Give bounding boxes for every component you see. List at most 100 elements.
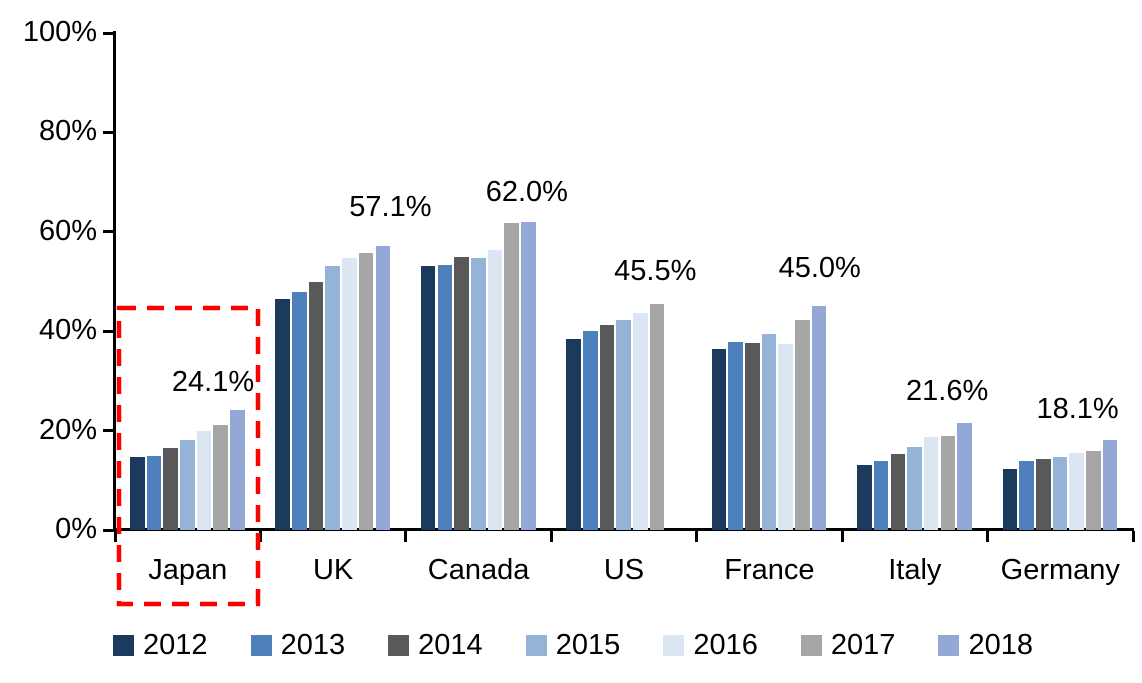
x-tick-mark: [986, 531, 990, 542]
legend-swatch-2014: [388, 634, 410, 656]
legend-item-2015: 2015: [525, 629, 621, 661]
bar-us-2016: [633, 313, 648, 530]
bar-uk-2016: [342, 257, 357, 530]
y-tick-label: 100%: [22, 16, 97, 48]
bar-france-2012: [711, 348, 727, 530]
bar-group-germany: [988, 440, 1133, 530]
legend-swatch-2015: [525, 634, 547, 656]
bar-france-2014: [745, 342, 760, 530]
bar-germany-2015: [1052, 457, 1068, 530]
category-label-france: France: [724, 554, 815, 586]
bar-group-canada: [406, 221, 551, 530]
legend-item-2017: 2017: [800, 629, 896, 661]
legend-label-2016: 2016: [693, 629, 758, 661]
bar-italy-2017: [940, 436, 956, 530]
bar-germany-2012: [1002, 468, 1018, 530]
bar-uk-2015: [325, 265, 341, 530]
bar-japan-2013: [146, 455, 162, 530]
bar-canada-2014: [454, 256, 469, 530]
legend-item-2013: 2013: [250, 630, 345, 660]
data-label-canada: 62.0%: [485, 175, 568, 208]
bar-group-italy: [842, 422, 987, 530]
bar-italy-2015: [907, 447, 922, 530]
legend-swatch-2016: [663, 634, 685, 656]
bar-japan-2012: [130, 456, 145, 530]
legend-swatch-2013: [250, 634, 272, 656]
bar-canada-2017: [504, 223, 519, 530]
legend-label-2012: 2012: [143, 629, 208, 661]
bar-italy-2012: [857, 464, 872, 530]
bar-japan-2016: [196, 430, 212, 530]
data-label-uk: 57.1%: [349, 191, 432, 224]
bar-canada-2016: [487, 250, 503, 530]
bar-italy-2014: [890, 453, 906, 530]
data-label-france: 45.0%: [778, 252, 861, 285]
x-tick-mark: [113, 531, 117, 542]
bar-uk-2012: [275, 299, 291, 530]
legend-label-2015: 2015: [555, 629, 621, 661]
category-label-germany: Germany: [1000, 554, 1120, 586]
bar-germany-2018: [1102, 440, 1118, 530]
bar-france-2015: [761, 334, 777, 530]
category-label-us: US: [603, 554, 645, 586]
x-tick-mark: [695, 531, 699, 542]
y-tick-mark: [103, 230, 115, 234]
y-tick-label: 40%: [38, 314, 97, 347]
bar-uk-2013: [292, 292, 307, 530]
bar-italy-2013: [873, 460, 889, 530]
legend-item-2018: 2018: [938, 630, 1033, 660]
legend-swatch-2012: [113, 634, 134, 656]
category-label-italy: Italy: [888, 554, 942, 586]
category-label-uk: UK: [312, 554, 354, 586]
legend-label-2014: 2014: [418, 629, 483, 661]
legend-item-2014: 2014: [388, 630, 483, 660]
bar-germany-2014: [1035, 459, 1051, 530]
legend-label-2017: 2017: [830, 629, 896, 661]
x-tick-mark: [1131, 531, 1135, 542]
y-tick-mark: [103, 429, 115, 433]
y-tick-label: 80%: [38, 115, 97, 148]
x-tick-mark: [549, 531, 553, 542]
data-label-germany: 18.1%: [1036, 393, 1119, 426]
data-label-japan: 24.1%: [171, 366, 255, 399]
bar-us-2015: [616, 319, 631, 530]
data-label-us: 45.5%: [614, 254, 697, 287]
category-label-canada: Canada: [427, 554, 530, 586]
legend-label-2018: 2018: [968, 629, 1033, 661]
y-tick-label: 0%: [55, 513, 97, 545]
x-tick-mark: [258, 531, 262, 542]
x-tick-mark: [840, 531, 844, 542]
y-tick-mark: [103, 130, 115, 134]
x-tick-mark: [404, 531, 408, 542]
bar-germany-2013: [1019, 461, 1034, 530]
bar-uk-2014: [308, 282, 324, 530]
bar-us-2017: [649, 303, 665, 530]
bar-group-uk: [260, 246, 405, 530]
bar-japan-2014: [163, 447, 178, 530]
bar-uk-2017: [358, 253, 374, 530]
legend-item-2016: 2016: [663, 630, 758, 660]
bar-france-2013: [728, 342, 743, 530]
bar-group-us: [551, 303, 696, 530]
bar-uk-2018: [375, 246, 391, 530]
bar-canada-2013: [437, 264, 453, 530]
bar-canada-2012: [420, 266, 436, 530]
y-axis-line: [113, 31, 116, 531]
bar-group-japan: [115, 410, 260, 530]
y-tick-label: 60%: [38, 214, 97, 247]
bar-france-2017: [795, 319, 810, 530]
legend-item-2012: 2012: [113, 630, 208, 660]
bar-japan-2017: [213, 425, 229, 530]
bar-us-2012: [566, 339, 581, 530]
legend: 2012 2013 2014 2015 2016 2017 2018: [113, 630, 1033, 660]
bar-canada-2018: [520, 221, 536, 530]
category-label-japan: Japan: [148, 554, 228, 586]
bar-france-2016: [778, 344, 794, 530]
bar-germany-2016: [1069, 453, 1084, 530]
bar-france-2018: [811, 306, 827, 530]
data-label-italy: 21.6%: [906, 374, 989, 407]
y-tick-label: 20%: [38, 413, 97, 446]
bar-italy-2016: [923, 437, 939, 530]
bar-us-2013: [582, 330, 598, 530]
